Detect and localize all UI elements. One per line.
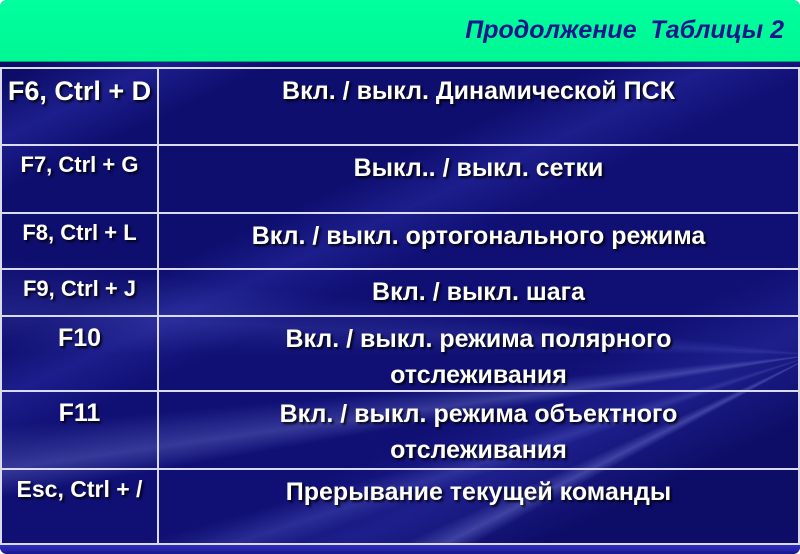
action-cell: Выкл.. / выкл. сетки bbox=[157, 146, 798, 212]
table-row: F8, Ctrl + L Вкл. / выкл. ортогонального … bbox=[2, 212, 798, 268]
action-cell: Вкл. / выкл. ортогонального режима bbox=[157, 214, 798, 268]
action-cell: Прерывание текущей команды bbox=[157, 470, 798, 543]
action-cell: Вкл. / выкл. Динамической ПСК bbox=[157, 69, 798, 144]
table-row: F6, Ctrl + D Вкл. / выкл. Динамической ПС… bbox=[2, 69, 798, 144]
shortcuts-table: F6, Ctrl + D Вкл. / выкл. Динамической ПС… bbox=[0, 67, 800, 545]
action-cell: Вкл. / выкл. режима объектного отслежива… bbox=[157, 392, 798, 468]
key-cell: F9, Ctrl + J bbox=[22, 276, 137, 301]
key-cell: F10 bbox=[57, 324, 102, 352]
action-cell: Вкл. / выкл. шага bbox=[157, 270, 798, 315]
action-cell: Вкл. / выкл. режима полярного отслеживан… bbox=[157, 317, 798, 390]
table-row: F11 Вкл. / выкл. режима объектного отслеж… bbox=[2, 390, 798, 468]
title-bar: Продолжение Таблицы 2 bbox=[0, 0, 800, 62]
key-cell: Esc, Ctrl + / bbox=[16, 476, 143, 502]
table-row: F10 Вкл. / выкл. режима полярного отслежи… bbox=[2, 315, 798, 390]
key-cell: F11 bbox=[58, 399, 101, 427]
table-row: F7, Ctrl + G Выкл.. / выкл. сетки bbox=[2, 144, 798, 212]
page-title: Продолжение Таблицы 2 bbox=[465, 16, 784, 44]
footer-band bbox=[0, 545, 800, 554]
key-cell: F7, Ctrl + G bbox=[20, 152, 139, 177]
table-row: F9, Ctrl + J Вкл. / выкл. шага bbox=[2, 268, 798, 315]
key-cell: F8, Ctrl + L bbox=[22, 220, 137, 245]
key-cell: F6, Ctrl + D bbox=[7, 76, 152, 106]
table-row: Esc, Ctrl + / Прерывание текущей команды bbox=[2, 468, 798, 543]
